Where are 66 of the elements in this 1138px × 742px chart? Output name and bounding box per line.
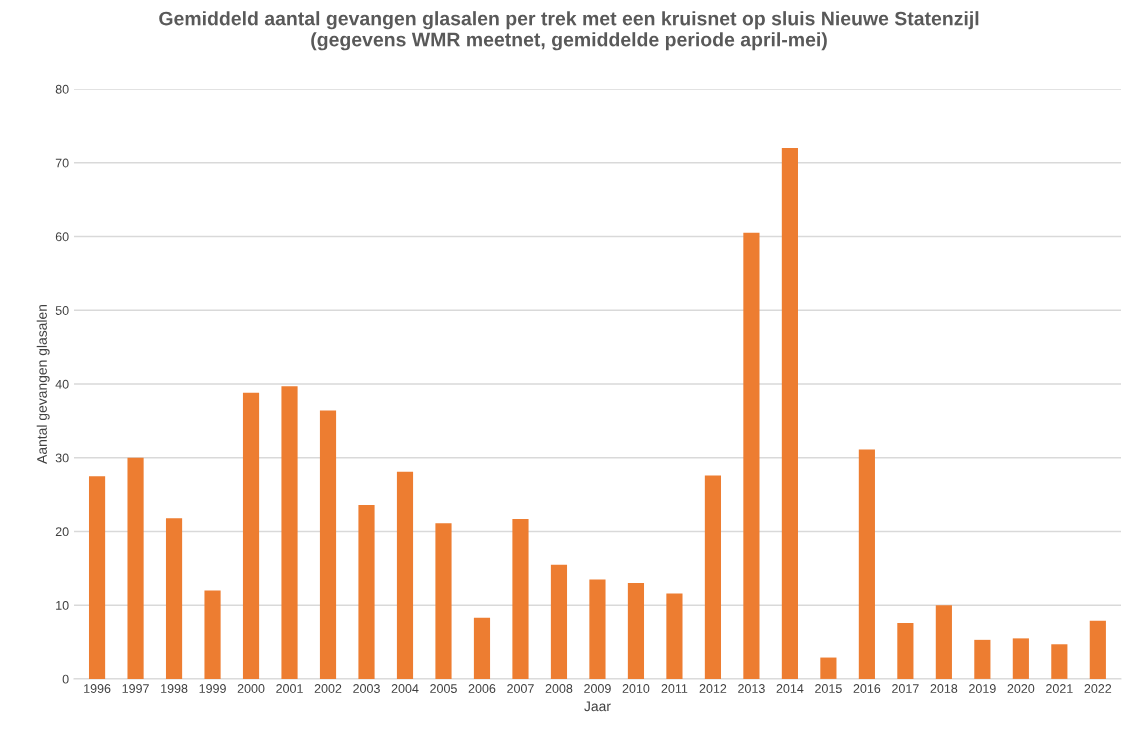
bar — [704, 475, 722, 679]
bar — [88, 476, 106, 679]
chart-title: Gemiddeld aantal gevangen glasalen per trek met een kruisnet op sluis Nieuwe Statenzijl (gegevens WMR meetnet, gemiddelde periode april-mei) — [159, 11, 979, 51]
x-tick-label: 2021 — [1046, 684, 1073, 693]
x-tick-label: 2019 — [969, 684, 996, 693]
bar — [820, 657, 837, 679]
x-tick-label: 2022 — [1084, 684, 1112, 693]
x-tick-label: 2006 — [468, 684, 496, 693]
x-tick-label: 2001 — [276, 684, 303, 693]
x-tick-label: 2004 — [391, 684, 419, 693]
bar — [281, 386, 298, 679]
bar — [550, 564, 568, 679]
x-tick-label: 2002 — [314, 684, 342, 693]
bar — [165, 518, 183, 679]
x-tick-label: 2015 — [815, 684, 842, 693]
x-tick-label: 2013 — [738, 684, 765, 693]
bar — [204, 590, 221, 679]
x-tick-label: 2010 — [622, 684, 650, 693]
bar — [396, 471, 414, 679]
x-tick-label: 2014 — [776, 684, 804, 693]
bar — [781, 148, 798, 679]
bar — [1012, 638, 1029, 679]
x-tick-label: 1999 — [199, 684, 226, 693]
x-tick-label: 2020 — [1007, 684, 1035, 693]
bar — [319, 410, 337, 679]
x-tick-label: 2017 — [892, 684, 919, 693]
y-tick-label: 40 — [55, 379, 69, 389]
x-tick-label: 2016 — [853, 684, 881, 693]
bar — [473, 617, 491, 679]
x-tick-label: 2009 — [584, 684, 611, 693]
bar — [897, 622, 914, 679]
y-tick-label: 0 — [62, 674, 69, 684]
bar — [743, 232, 760, 679]
bar — [358, 504, 375, 679]
x-tick-label: 1998 — [161, 684, 188, 693]
x-axis-title: Jaar — [584, 701, 611, 712]
bar — [1051, 644, 1068, 679]
x-tick-label: 2008 — [545, 684, 573, 693]
x-tick-label: 1996 — [84, 684, 111, 693]
x-tick-label: 2011 — [661, 684, 688, 693]
y-tick-label: 50 — [55, 306, 69, 315]
x-tick-label: 2007 — [507, 684, 534, 693]
y-tick-label: 70 — [55, 158, 69, 168]
y-tick-label: 60 — [55, 232, 69, 242]
bar — [435, 523, 452, 679]
bar — [858, 449, 875, 679]
x-tick-label: 2018 — [930, 684, 958, 693]
y-tick-label: 30 — [55, 453, 69, 463]
y-tick-label: 80 — [55, 84, 69, 94]
bar — [935, 605, 952, 679]
bar — [512, 518, 529, 679]
bar — [1089, 620, 1106, 679]
bar — [242, 392, 260, 679]
x-tick-label: 2000 — [237, 684, 265, 693]
x-tick-label: 2003 — [353, 684, 380, 693]
y-tick-label: 10 — [56, 600, 69, 610]
bar — [127, 457, 144, 679]
y-tick-label: 20 — [55, 527, 69, 537]
bar — [974, 639, 991, 679]
x-tick-label: 2005 — [430, 684, 457, 693]
bar — [627, 583, 645, 679]
x-tick-label: 2012 — [699, 684, 727, 693]
x-tick-label: 1997 — [122, 684, 149, 693]
y-axis-title: Aantal gevangen glasalen — [36, 304, 50, 464]
bar — [666, 593, 683, 679]
bar — [589, 579, 606, 679]
